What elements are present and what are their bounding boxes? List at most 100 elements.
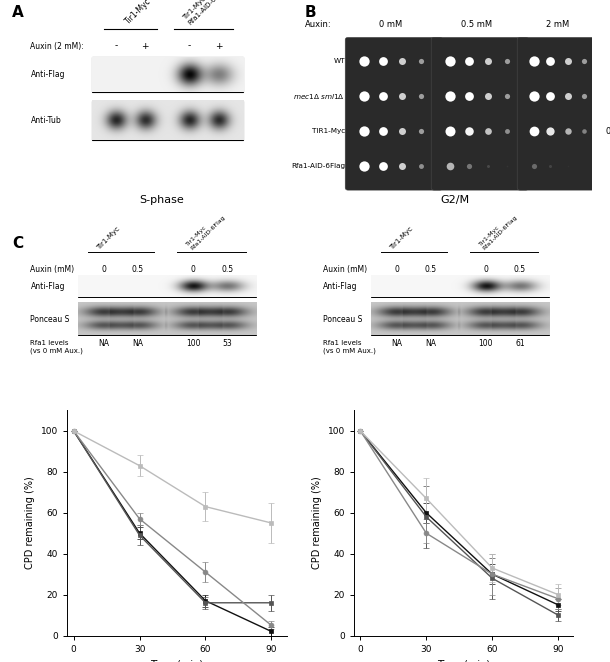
Point	[563, 161, 573, 171]
Text: NA: NA	[391, 340, 402, 348]
Text: Rfa1 levels
(vs 0 mM Aux.): Rfa1 levels (vs 0 mM Aux.)	[323, 340, 376, 354]
Text: 100: 100	[479, 340, 493, 348]
Point	[503, 91, 512, 101]
Text: -: -	[114, 42, 118, 50]
Bar	[92, 57, 243, 92]
Text: 0.5: 0.5	[425, 265, 437, 274]
Point	[579, 126, 589, 136]
Bar	[370, 275, 549, 297]
Text: Rfa1-AID-6Flag: Rfa1-AID-6Flag	[291, 163, 345, 169]
Text: Tir1-Myc
Rfa1-AID-6Flag: Tir1-Myc Rfa1-AID-6Flag	[182, 0, 228, 26]
Text: 61: 61	[515, 340, 525, 348]
Point	[464, 91, 473, 101]
Point	[484, 161, 493, 171]
Title: S-phase: S-phase	[139, 195, 184, 205]
Text: Ponceau S: Ponceau S	[323, 314, 363, 324]
Text: Auxin (2 mM):: Auxin (2 mM):	[30, 42, 84, 50]
Text: B: B	[305, 5, 317, 20]
Point	[503, 161, 512, 171]
Point	[378, 56, 387, 67]
Point	[417, 56, 426, 67]
Point	[445, 91, 454, 101]
Point	[417, 161, 426, 171]
Text: Anti-Flag: Anti-Flag	[30, 282, 65, 291]
Text: Tir1-Myc
Rfa1-AID-6Flag: Tir1-Myc Rfa1-AID-6Flag	[478, 210, 518, 251]
Text: Auxin (mM): Auxin (mM)	[30, 265, 74, 274]
Text: 0.5: 0.5	[132, 265, 144, 274]
Text: WT: WT	[334, 58, 345, 64]
FancyBboxPatch shape	[345, 37, 443, 190]
Point	[359, 126, 368, 136]
X-axis label: Time (min): Time (min)	[437, 659, 490, 662]
Text: Tir1-Myc
Rfa1-AID-6Flag: Tir1-Myc Rfa1-AID-6Flag	[185, 210, 226, 251]
Point	[545, 56, 555, 67]
Text: 100: 100	[186, 340, 200, 348]
Point	[445, 161, 454, 171]
Text: 0: 0	[191, 265, 196, 274]
Text: TIR1-Myc: TIR1-Myc	[312, 128, 345, 134]
Text: Auxin:: Auxin:	[305, 20, 332, 28]
Point	[484, 56, 493, 67]
Point	[417, 91, 426, 101]
Point	[484, 91, 493, 101]
Point	[563, 91, 573, 101]
Point	[529, 161, 539, 171]
Point	[398, 56, 407, 67]
Text: -: -	[187, 42, 191, 50]
Bar	[92, 101, 243, 140]
Text: 0.5: 0.5	[221, 265, 233, 274]
Point	[545, 126, 555, 136]
Point	[445, 126, 454, 136]
Point	[398, 91, 407, 101]
Point	[529, 126, 539, 136]
Point	[464, 56, 473, 67]
Text: 0.5 mM: 0.5 mM	[461, 20, 493, 28]
Point	[503, 56, 512, 67]
Text: 53: 53	[223, 340, 232, 348]
Point	[545, 161, 555, 171]
Point	[359, 161, 368, 171]
Point	[378, 126, 387, 136]
Point	[545, 91, 555, 101]
Point	[563, 56, 573, 67]
Point	[378, 161, 387, 171]
Text: NA: NA	[132, 340, 143, 348]
Point	[579, 91, 589, 101]
Text: NA: NA	[98, 340, 109, 348]
Text: C: C	[12, 236, 23, 252]
Point	[529, 91, 539, 101]
Point	[359, 56, 368, 67]
Text: +: +	[142, 42, 149, 50]
Point	[378, 91, 387, 101]
Point	[484, 126, 493, 136]
Text: 0.5: 0.5	[514, 265, 526, 274]
Text: 0: 0	[394, 265, 399, 274]
Text: Anti-Flag: Anti-Flag	[30, 70, 65, 79]
Y-axis label: CPD remaining (%): CPD remaining (%)	[312, 477, 322, 569]
X-axis label: Time (min): Time (min)	[150, 659, 204, 662]
Text: Anti-Tub: Anti-Tub	[30, 116, 61, 124]
Bar	[77, 275, 256, 297]
FancyBboxPatch shape	[431, 37, 529, 190]
Text: 0 mM: 0 mM	[379, 20, 403, 28]
Text: Ponceau S: Ponceau S	[30, 314, 70, 324]
Point	[445, 56, 454, 67]
Point	[503, 126, 512, 136]
Text: NA: NA	[425, 340, 436, 348]
FancyBboxPatch shape	[517, 37, 603, 190]
Point	[464, 161, 473, 171]
Text: Tir1-Myc: Tir1-Myc	[123, 0, 152, 26]
Point	[417, 126, 426, 136]
Text: 2 mM: 2 mM	[546, 20, 569, 28]
Text: 0: 0	[484, 265, 489, 274]
Point	[563, 126, 573, 136]
Bar	[370, 303, 549, 335]
Text: 0: 0	[101, 265, 106, 274]
Y-axis label: CPD remaining (%): CPD remaining (%)	[25, 477, 35, 569]
Text: Rfa1 levels
(vs 0 mM Aux.): Rfa1 levels (vs 0 mM Aux.)	[30, 340, 84, 354]
Text: +: +	[215, 42, 222, 50]
Bar	[77, 303, 256, 335]
Point	[464, 126, 473, 136]
Text: $mec1\Delta$ $sml1\Delta$: $mec1\Delta$ $sml1\Delta$	[293, 92, 345, 101]
Title: G2/M: G2/M	[440, 195, 469, 205]
